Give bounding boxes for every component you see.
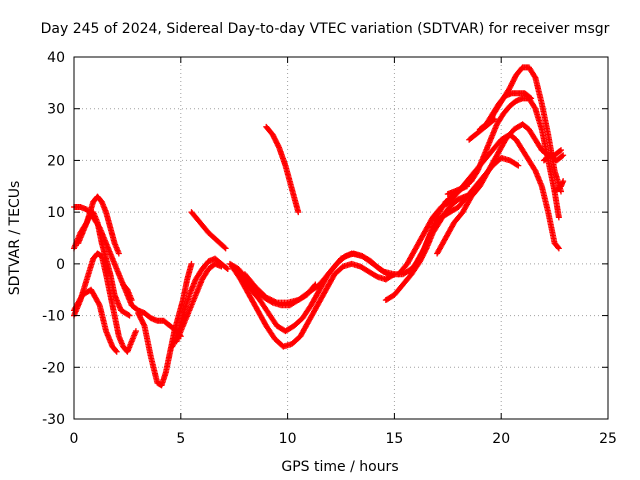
- data-series: [173, 260, 225, 345]
- data-point: [188, 260, 195, 267]
- x-tick-label: 10: [279, 431, 297, 447]
- data-series: [135, 260, 195, 389]
- x-axis-label: GPS time / hours: [281, 459, 398, 475]
- data-point: [115, 250, 122, 257]
- data-point: [126, 312, 133, 319]
- data-point: [379, 267, 386, 274]
- data-series: [412, 154, 522, 267]
- data-point: [560, 178, 567, 185]
- y-tick-label: 40: [47, 50, 65, 66]
- data-series: [382, 191, 475, 304]
- data-point: [112, 347, 119, 354]
- x-tick-label: 5: [176, 431, 185, 447]
- data-point: [491, 116, 498, 123]
- x-tick-label: 20: [492, 431, 510, 447]
- data-series: [444, 183, 471, 198]
- y-tick-label: 0: [56, 257, 65, 273]
- y-tick-label: 20: [47, 153, 65, 169]
- data-point: [224, 266, 231, 273]
- data-series: [241, 250, 398, 306]
- data-point: [420, 246, 427, 253]
- x-tick-label: 15: [385, 431, 403, 447]
- y-axis-label: SDTVAR / TECUs: [7, 181, 23, 296]
- data-point: [558, 147, 565, 154]
- data-point: [128, 297, 135, 304]
- y-tick-label: -30: [42, 412, 65, 428]
- data-point: [464, 183, 471, 190]
- x-tick-label: 25: [599, 431, 617, 447]
- data-point: [555, 214, 562, 221]
- data-points: [71, 64, 567, 389]
- data-series: [551, 178, 567, 195]
- y-tick-label: 30: [47, 102, 65, 118]
- data-point: [113, 348, 120, 355]
- data-point: [527, 94, 534, 101]
- data-point: [222, 245, 229, 252]
- data-point: [490, 116, 497, 123]
- data-point: [125, 311, 132, 318]
- y-tick-label: 10: [47, 205, 65, 221]
- data-series: [229, 260, 389, 350]
- data-point: [295, 209, 302, 216]
- data-point: [531, 104, 538, 111]
- data-point: [221, 244, 228, 251]
- data-series: [188, 209, 229, 252]
- data-point: [556, 147, 563, 154]
- data-point: [560, 152, 567, 159]
- data-point: [528, 95, 535, 102]
- plot-frame: [73, 56, 609, 420]
- data-point: [555, 245, 562, 252]
- data-series: [263, 123, 302, 216]
- data-point: [218, 263, 225, 270]
- data-series: [434, 121, 565, 257]
- y-tick-label: -20: [42, 360, 65, 376]
- data-point: [531, 73, 538, 80]
- data-point: [514, 161, 521, 168]
- x-tick-label: 0: [70, 431, 79, 447]
- y-tick-label: -10: [42, 309, 65, 325]
- data-series: [540, 152, 567, 164]
- data-series: [71, 286, 120, 355]
- data-point: [223, 265, 230, 272]
- data-point: [555, 244, 562, 251]
- data-point: [132, 328, 139, 335]
- data-point: [95, 300, 102, 307]
- data-series: [75, 209, 133, 319]
- axis-ticks: 0 5 10 15 20 25 -30 -20 -10 0 10 20 30 40: [42, 50, 617, 447]
- chart-title: Day 245 of 2024, Sidereal Day-to-day VTE…: [41, 21, 610, 37]
- data-point: [559, 153, 566, 160]
- data-series: [120, 281, 135, 304]
- data-point: [558, 188, 565, 195]
- data-series: [476, 90, 535, 133]
- data-point: [515, 162, 522, 169]
- data-series: [466, 116, 498, 143]
